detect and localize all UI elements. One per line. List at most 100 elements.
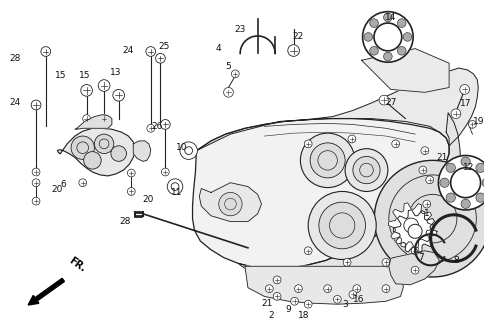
- Circle shape: [147, 124, 155, 132]
- Circle shape: [348, 135, 356, 143]
- Circle shape: [31, 100, 41, 110]
- Circle shape: [304, 247, 312, 255]
- Circle shape: [231, 70, 239, 78]
- Text: 18: 18: [298, 311, 309, 320]
- Text: 3: 3: [342, 300, 348, 309]
- Circle shape: [374, 23, 402, 51]
- Circle shape: [98, 80, 110, 91]
- Circle shape: [185, 147, 192, 155]
- Circle shape: [319, 202, 365, 249]
- Circle shape: [370, 46, 379, 55]
- Circle shape: [451, 168, 481, 198]
- Circle shape: [71, 136, 94, 159]
- Circle shape: [81, 84, 92, 96]
- Circle shape: [113, 89, 125, 101]
- Circle shape: [291, 297, 299, 305]
- Text: 13: 13: [110, 68, 121, 77]
- Circle shape: [438, 156, 491, 210]
- Circle shape: [411, 247, 419, 255]
- Text: 2: 2: [269, 311, 274, 320]
- Circle shape: [273, 292, 281, 300]
- Circle shape: [343, 259, 351, 266]
- Text: 20: 20: [142, 195, 154, 204]
- Text: 11: 11: [171, 188, 183, 197]
- Text: 27: 27: [385, 98, 397, 107]
- Text: 17: 17: [460, 100, 471, 108]
- Polygon shape: [199, 183, 262, 221]
- Circle shape: [383, 52, 392, 61]
- Polygon shape: [75, 115, 112, 129]
- Circle shape: [446, 163, 455, 172]
- Circle shape: [345, 149, 388, 191]
- Polygon shape: [57, 128, 135, 176]
- Circle shape: [382, 285, 390, 292]
- Text: 26: 26: [152, 122, 163, 131]
- Circle shape: [300, 133, 355, 188]
- Circle shape: [451, 109, 461, 119]
- Circle shape: [461, 199, 470, 208]
- Circle shape: [41, 47, 51, 56]
- Circle shape: [476, 163, 485, 172]
- Circle shape: [353, 156, 380, 184]
- Text: 24: 24: [9, 98, 20, 107]
- Circle shape: [266, 285, 273, 292]
- Circle shape: [32, 168, 40, 176]
- Circle shape: [423, 200, 431, 208]
- Circle shape: [32, 197, 40, 205]
- Text: 8: 8: [453, 256, 459, 265]
- Circle shape: [162, 168, 169, 176]
- Polygon shape: [393, 210, 437, 253]
- Circle shape: [460, 84, 469, 94]
- Circle shape: [446, 193, 455, 202]
- Circle shape: [374, 160, 491, 277]
- Circle shape: [79, 179, 86, 187]
- Text: 16: 16: [353, 295, 364, 304]
- Text: 10: 10: [176, 143, 188, 152]
- Circle shape: [128, 188, 135, 195]
- Circle shape: [171, 183, 179, 190]
- Text: 22: 22: [293, 32, 304, 41]
- Circle shape: [308, 191, 376, 260]
- Text: 28: 28: [9, 54, 20, 63]
- Polygon shape: [245, 266, 404, 304]
- FancyArrow shape: [28, 278, 64, 305]
- Text: 20: 20: [52, 185, 63, 194]
- Circle shape: [304, 140, 312, 148]
- Text: 4: 4: [216, 44, 221, 53]
- Text: 9: 9: [286, 305, 292, 314]
- Circle shape: [273, 276, 281, 284]
- Text: 12: 12: [463, 163, 474, 172]
- Circle shape: [404, 218, 419, 233]
- Circle shape: [111, 146, 127, 161]
- Circle shape: [397, 19, 406, 28]
- Text: 15: 15: [79, 71, 90, 80]
- Circle shape: [324, 285, 331, 292]
- Text: 14: 14: [385, 13, 397, 22]
- Polygon shape: [388, 203, 434, 248]
- Text: 21: 21: [436, 153, 448, 162]
- Text: 21: 21: [262, 299, 273, 308]
- Circle shape: [419, 166, 427, 174]
- Text: 6: 6: [60, 180, 66, 189]
- Text: 15: 15: [55, 71, 66, 80]
- Circle shape: [83, 152, 101, 169]
- Circle shape: [411, 266, 419, 274]
- Text: 5: 5: [226, 61, 231, 71]
- Circle shape: [397, 46, 406, 55]
- Polygon shape: [196, 68, 478, 151]
- Circle shape: [363, 12, 413, 62]
- Circle shape: [476, 193, 485, 202]
- Circle shape: [392, 140, 400, 148]
- Circle shape: [310, 143, 345, 178]
- Circle shape: [382, 259, 390, 266]
- Circle shape: [161, 120, 170, 129]
- Text: 23: 23: [235, 25, 246, 34]
- Circle shape: [333, 295, 341, 303]
- Polygon shape: [389, 251, 439, 285]
- Circle shape: [219, 192, 242, 216]
- Text: 1: 1: [424, 209, 430, 218]
- Circle shape: [94, 134, 114, 154]
- Circle shape: [32, 179, 40, 187]
- Circle shape: [349, 291, 357, 298]
- Circle shape: [156, 53, 165, 63]
